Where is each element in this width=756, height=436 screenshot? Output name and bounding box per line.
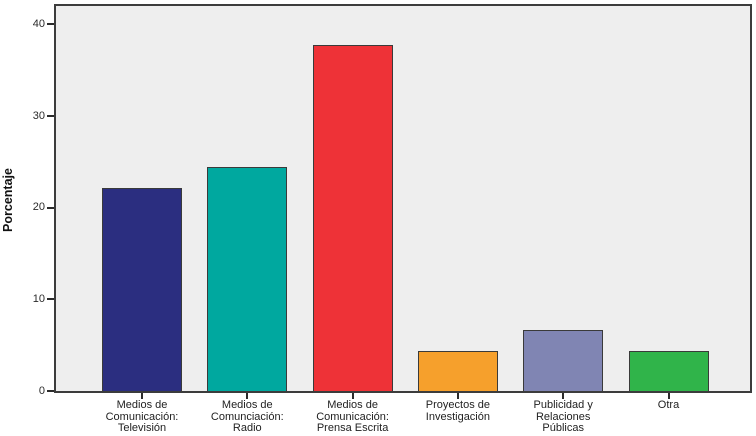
x-category-label-line: Relaciones bbox=[535, 410, 591, 423]
x-category-label-line: Prensa Escrita bbox=[316, 422, 389, 434]
bar-5 bbox=[523, 329, 604, 391]
x-axis-tick bbox=[667, 393, 670, 399]
x-axis-tick bbox=[141, 393, 143, 399]
y-axis-tick bbox=[47, 206, 54, 209]
x-axis-tick bbox=[562, 393, 565, 399]
x-axis-tick bbox=[456, 393, 459, 399]
bar-1 bbox=[102, 187, 182, 391]
bar-2 bbox=[207, 167, 288, 391]
x-category-label-line: Medios de bbox=[327, 399, 378, 411]
x-category-label-line: Otra bbox=[657, 399, 680, 411]
x-category-label-line: Radio bbox=[232, 422, 262, 434]
x-category-label: Medios de Comunicación: Televisión bbox=[82, 399, 202, 435]
x-category-label-line: Comunicación: bbox=[105, 410, 179, 423]
x-axis-tick bbox=[246, 393, 249, 399]
x-category-label-line: Comunicación: bbox=[316, 410, 389, 423]
x-category-label: Medios de Comunciación: Radio bbox=[187, 399, 307, 435]
plot-area bbox=[54, 4, 752, 393]
x-category-label: Proyectos de Investigación bbox=[398, 399, 518, 423]
y-axis-tick-label: 0 bbox=[38, 384, 45, 397]
x-category-label-line: Televisión bbox=[117, 422, 167, 434]
y-axis-tick-label: 10 bbox=[32, 292, 45, 305]
x-category-label: Otra bbox=[609, 399, 729, 412]
y-axis-tick-label: 40 bbox=[32, 17, 45, 30]
x-category-label-line: Medios de bbox=[221, 399, 273, 411]
x-axis-tick bbox=[351, 393, 354, 399]
bar-6 bbox=[628, 350, 709, 391]
x-category-label-line: Publicidad y bbox=[533, 399, 593, 411]
x-category-label-line: Investigación bbox=[425, 410, 490, 423]
x-category-label-line: Medios de bbox=[116, 399, 168, 411]
x-category-label: Medios de Comunicación: Prensa Escrita bbox=[293, 399, 413, 435]
y-axis-tick bbox=[47, 390, 54, 392]
y-axis-tick bbox=[47, 23, 54, 26]
y-axis-tick bbox=[47, 298, 54, 301]
x-category-label: Publicidad y Relaciones Públicas bbox=[503, 399, 623, 435]
bar-3 bbox=[312, 44, 393, 391]
y-axis-tick-label: 30 bbox=[32, 109, 45, 122]
x-category-label-line: Comunciación: bbox=[210, 410, 284, 423]
x-category-label-line: Públicas bbox=[542, 422, 584, 434]
y-axis-tick bbox=[47, 115, 54, 117]
bar-4 bbox=[417, 350, 498, 391]
y-axis-title: Porcentaje bbox=[1, 168, 15, 232]
x-category-label-line: Proyectos de bbox=[425, 399, 490, 411]
y-axis-tick-label: 20 bbox=[32, 201, 45, 214]
